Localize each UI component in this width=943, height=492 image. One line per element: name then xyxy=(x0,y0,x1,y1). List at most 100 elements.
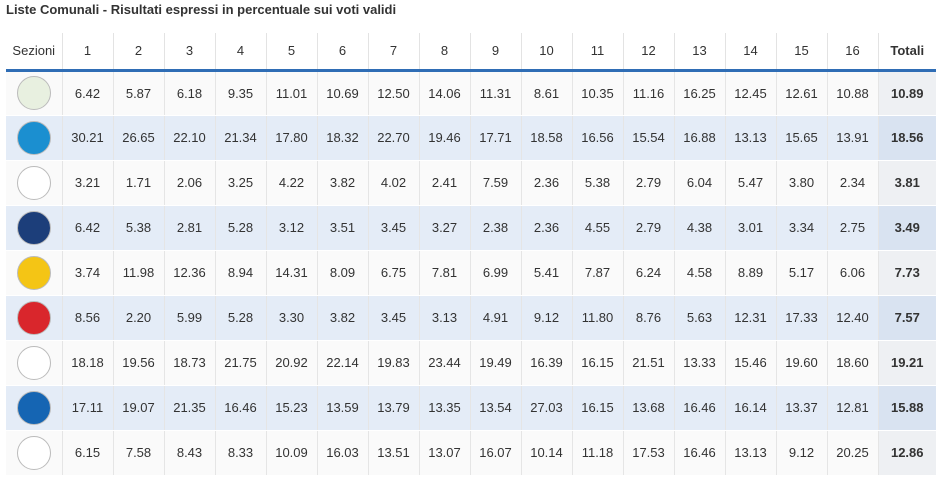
table-cell: 13.13 xyxy=(724,430,776,476)
column-header-section: 7 xyxy=(367,33,419,72)
table-cell: 3.25 xyxy=(214,160,266,206)
table-cell: 19.46 xyxy=(418,115,470,161)
table-cell: 19.83 xyxy=(367,340,419,386)
table-row: 6.42 5.87 6.18 9.35 11.01 10.69 12.50 14.06 11.3… xyxy=(6,70,936,116)
column-header-section: 12 xyxy=(622,33,674,72)
table-cell: 7.58 xyxy=(112,430,164,476)
table-cell: 3.12 xyxy=(265,205,317,251)
party-logo-cell xyxy=(6,340,62,386)
table-cell: 12.40 xyxy=(826,295,878,341)
bm-sindaco-logo xyxy=(16,255,51,290)
column-header-section: 8 xyxy=(418,33,470,72)
fratelli-italia-meloni-logo xyxy=(16,210,51,245)
table-cell: 6.75 xyxy=(367,250,419,296)
table-cell: 4.58 xyxy=(673,250,725,296)
table-cell: 2.34 xyxy=(826,160,878,206)
table-cell: 5.28 xyxy=(214,205,266,251)
table-cell: 8.76 xyxy=(622,295,674,341)
table-cell: 9.12 xyxy=(775,430,827,476)
table-cell: 17.33 xyxy=(775,295,827,341)
table-cell: 3.45 xyxy=(367,295,419,341)
total-cell: 3.81 xyxy=(877,160,936,206)
table-cell: 12.31 xyxy=(724,295,776,341)
table-cell: 19.49 xyxy=(469,340,521,386)
table-cell: 2.36 xyxy=(520,160,572,206)
table-cell: 8.61 xyxy=(520,70,572,116)
party-logo-cell xyxy=(6,70,62,116)
column-header-section: 2 xyxy=(112,33,164,72)
table-cell: 16.15 xyxy=(571,385,623,431)
italia-al-centro-logo xyxy=(16,165,51,200)
table-cell: 20.92 xyxy=(265,340,317,386)
table-cell: 16.88 xyxy=(673,115,725,161)
table-cell: 15.23 xyxy=(265,385,317,431)
column-header-section: 16 xyxy=(826,33,878,72)
table-cell: 22.70 xyxy=(367,115,419,161)
column-header-section: 5 xyxy=(265,33,317,72)
total-cell: 19.21 xyxy=(877,340,936,386)
table-cell: 17.80 xyxy=(265,115,317,161)
column-header-section: 3 xyxy=(163,33,215,72)
table-cell: 9.12 xyxy=(520,295,572,341)
column-header-section: 4 xyxy=(214,33,266,72)
column-header-sezioni: Sezioni xyxy=(6,33,62,72)
table-cell: 18.58 xyxy=(520,115,572,161)
table-cell: 11.80 xyxy=(571,295,623,341)
table-cell: 3.45 xyxy=(367,205,419,251)
table-cell: 5.87 xyxy=(112,70,164,116)
table-cell: 3.51 xyxy=(316,205,368,251)
table-cell: 16.46 xyxy=(214,385,266,431)
table-cell: 3.30 xyxy=(265,295,317,341)
table-cell: 12.36 xyxy=(163,250,215,296)
table-cell: 3.74 xyxy=(61,250,113,296)
table-cell: 13.91 xyxy=(826,115,878,161)
table-cell: 3.82 xyxy=(316,160,368,206)
table-cell: 10.69 xyxy=(316,70,368,116)
table-cell: 12.45 xyxy=(724,70,776,116)
column-header-section: 9 xyxy=(469,33,521,72)
table-cell: 6.06 xyxy=(826,250,878,296)
table-cell: 6.04 xyxy=(673,160,725,206)
forza-italia-berlusconi-logo xyxy=(16,390,51,425)
party-logo-cell xyxy=(6,430,62,476)
table-cell: 11.18 xyxy=(571,430,623,476)
table-cell: 4.91 xyxy=(469,295,521,341)
table-cell: 19.07 xyxy=(112,385,164,431)
table-cell: 5.99 xyxy=(163,295,215,341)
table-row: 30.21 26.65 22.10 21.34 17.80 18.32 22.70 19.46… xyxy=(6,115,936,161)
table-cell: 5.41 xyxy=(520,250,572,296)
table-cell: 26.65 xyxy=(112,115,164,161)
table-cell: 18.60 xyxy=(826,340,878,386)
column-header-section: 1 xyxy=(61,33,113,72)
alternativa-democratica-logo xyxy=(16,76,51,110)
table-cell: 5.47 xyxy=(724,160,776,206)
column-header-section: 11 xyxy=(571,33,623,72)
table-cell: 8.43 xyxy=(163,430,215,476)
table-cell: 2.41 xyxy=(418,160,470,206)
table-cell: 15.65 xyxy=(775,115,827,161)
table-cell: 7.87 xyxy=(571,250,623,296)
table-cell: 8.56 xyxy=(61,295,113,341)
movimento-5-stelle-logo xyxy=(16,435,51,470)
table-cell: 11.16 xyxy=(622,70,674,116)
table-cell: 3.82 xyxy=(316,295,368,341)
table-cell: 5.38 xyxy=(112,205,164,251)
table-cell: 13.79 xyxy=(367,385,419,431)
column-header-section: 6 xyxy=(316,33,368,72)
table-cell: 6.18 xyxy=(163,70,215,116)
table-cell: 21.51 xyxy=(622,340,674,386)
table-cell: 16.15 xyxy=(571,340,623,386)
table-cell: 3.01 xyxy=(724,205,776,251)
table-cell: 19.56 xyxy=(112,340,164,386)
table-cell: 13.35 xyxy=(418,385,470,431)
table-cell: 17.53 xyxy=(622,430,674,476)
table-cell: 12.81 xyxy=(826,385,878,431)
table-row: 6.15 7.58 8.43 8.33 10.09 16.03 13.51 13.07 16.0… xyxy=(6,430,936,476)
party-logo-cell xyxy=(6,205,62,251)
table-cell: 23.44 xyxy=(418,340,470,386)
table-cell: 11.01 xyxy=(265,70,317,116)
table-cell: 2.81 xyxy=(163,205,215,251)
table-cell: 6.42 xyxy=(61,70,113,116)
party-logo-cell xyxy=(6,160,62,206)
table-cell: 21.34 xyxy=(214,115,266,161)
